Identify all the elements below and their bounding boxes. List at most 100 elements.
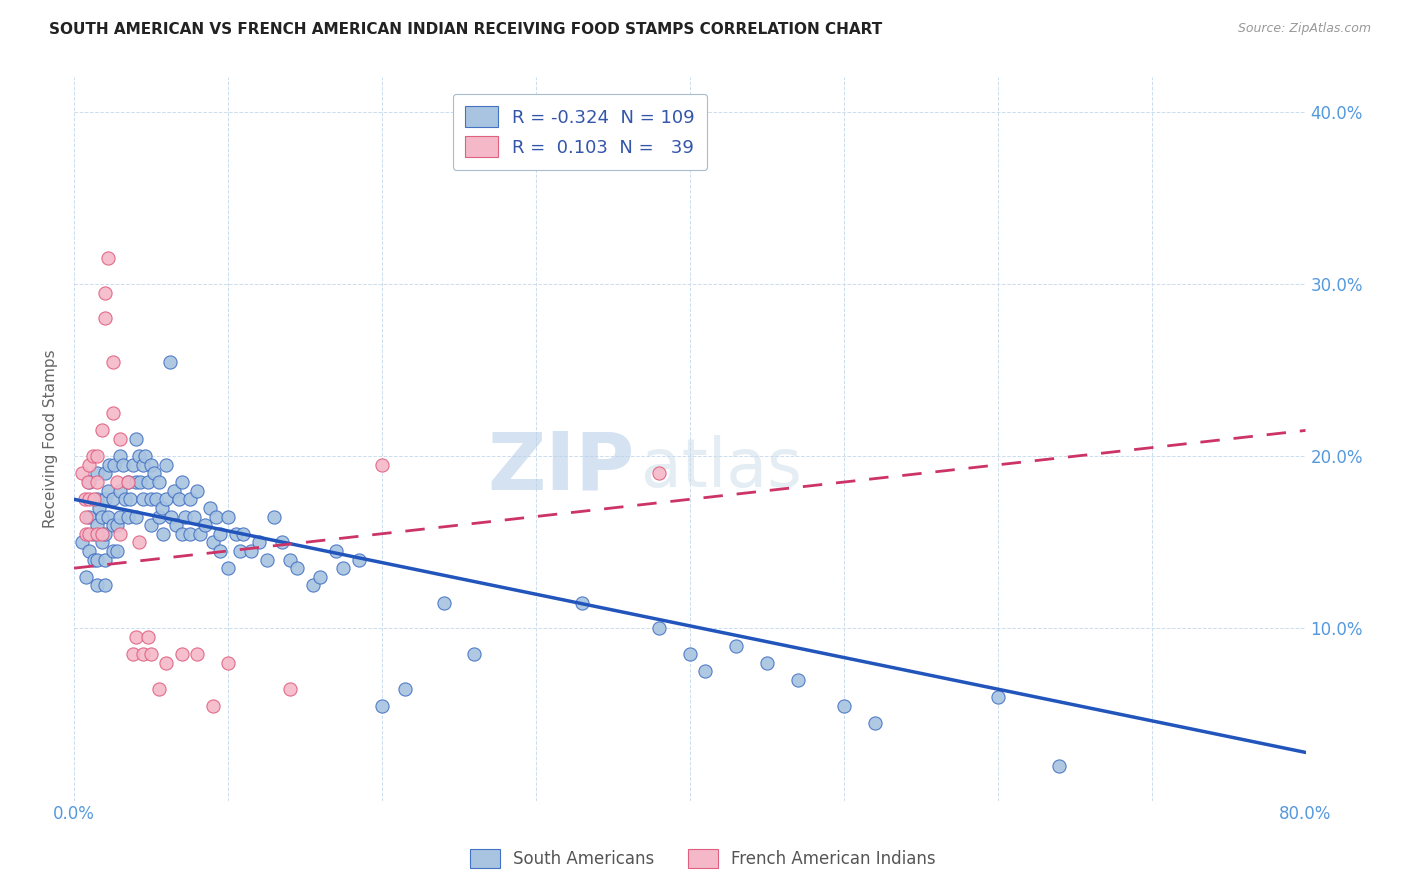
Point: [863, 716, 886, 731]
Point: [97, 252, 120, 266]
Point: [90, 535, 112, 549]
Point: [79, 526, 101, 541]
Point: [105, 544, 128, 558]
Point: [79, 475, 101, 489]
Point: [225, 526, 247, 541]
Point: [155, 458, 177, 472]
Point: [755, 656, 778, 670]
Point: [124, 475, 146, 489]
Point: [101, 406, 124, 420]
Point: [170, 647, 193, 661]
Point: [86, 552, 108, 566]
Point: [136, 630, 159, 644]
Point: [679, 647, 702, 661]
Point: [786, 673, 808, 687]
Point: [110, 449, 132, 463]
Point: [124, 630, 146, 644]
Point: [110, 526, 132, 541]
Legend: R = -0.324  N = 109, R =  0.103  N =   39: R = -0.324 N = 109, R = 0.103 N = 39: [453, 94, 707, 169]
Text: ZIP: ZIP: [486, 429, 634, 507]
Point: [394, 681, 416, 696]
Point: [285, 561, 308, 575]
Point: [204, 509, 226, 524]
Point: [90, 509, 112, 524]
Point: [229, 544, 252, 558]
Point: [117, 509, 139, 524]
Point: [163, 483, 186, 498]
Point: [90, 424, 112, 438]
Point: [301, 578, 323, 592]
Point: [170, 526, 193, 541]
Point: [278, 681, 301, 696]
Point: [186, 483, 208, 498]
Point: [132, 647, 155, 661]
Point: [124, 509, 146, 524]
Point: [86, 449, 108, 463]
Point: [83, 552, 105, 566]
Point: [117, 475, 139, 489]
Point: [648, 467, 671, 481]
Point: [148, 681, 170, 696]
Point: [139, 518, 162, 533]
Point: [83, 492, 105, 507]
Point: [86, 467, 108, 481]
Point: [159, 354, 181, 368]
Point: [165, 518, 187, 533]
Point: [132, 492, 155, 507]
Point: [155, 656, 177, 670]
Point: [150, 500, 173, 515]
Point: [70, 467, 93, 481]
Point: [571, 596, 593, 610]
Point: [94, 311, 117, 326]
Point: [94, 578, 117, 592]
Point: [118, 492, 141, 507]
Point: [105, 475, 128, 489]
Y-axis label: Receiving Food Stamps: Receiving Food Stamps: [44, 350, 58, 528]
Point: [77, 475, 100, 489]
Point: [124, 432, 146, 446]
Point: [325, 544, 347, 558]
Point: [132, 458, 155, 472]
Point: [86, 526, 108, 541]
Point: [87, 500, 110, 515]
Point: [371, 458, 394, 472]
Point: [75, 570, 97, 584]
Point: [101, 354, 124, 368]
Point: [332, 561, 354, 575]
Point: [121, 458, 143, 472]
Point: [82, 449, 104, 463]
Point: [217, 656, 239, 670]
Point: [160, 509, 183, 524]
Point: [110, 509, 132, 524]
Point: [101, 518, 124, 533]
Point: [139, 492, 162, 507]
Point: [1047, 759, 1070, 773]
Point: [371, 698, 394, 713]
Point: [75, 509, 97, 524]
Point: [139, 458, 162, 472]
Point: [232, 526, 254, 541]
Point: [170, 475, 193, 489]
Point: [86, 578, 108, 592]
Point: [155, 492, 177, 507]
Point: [174, 509, 197, 524]
Point: [145, 492, 167, 507]
Point: [75, 526, 97, 541]
Point: [128, 535, 150, 549]
Point: [167, 492, 190, 507]
Point: [129, 475, 152, 489]
Point: [134, 449, 156, 463]
Point: [209, 544, 232, 558]
Point: [94, 552, 117, 566]
Point: [256, 552, 278, 566]
Point: [832, 698, 855, 713]
Point: [347, 552, 370, 566]
Point: [183, 509, 205, 524]
Point: [79, 458, 101, 472]
Point: [94, 492, 117, 507]
Text: atlas: atlas: [641, 435, 801, 501]
Point: [209, 526, 232, 541]
Point: [432, 596, 454, 610]
Point: [179, 492, 201, 507]
Point: [70, 535, 93, 549]
